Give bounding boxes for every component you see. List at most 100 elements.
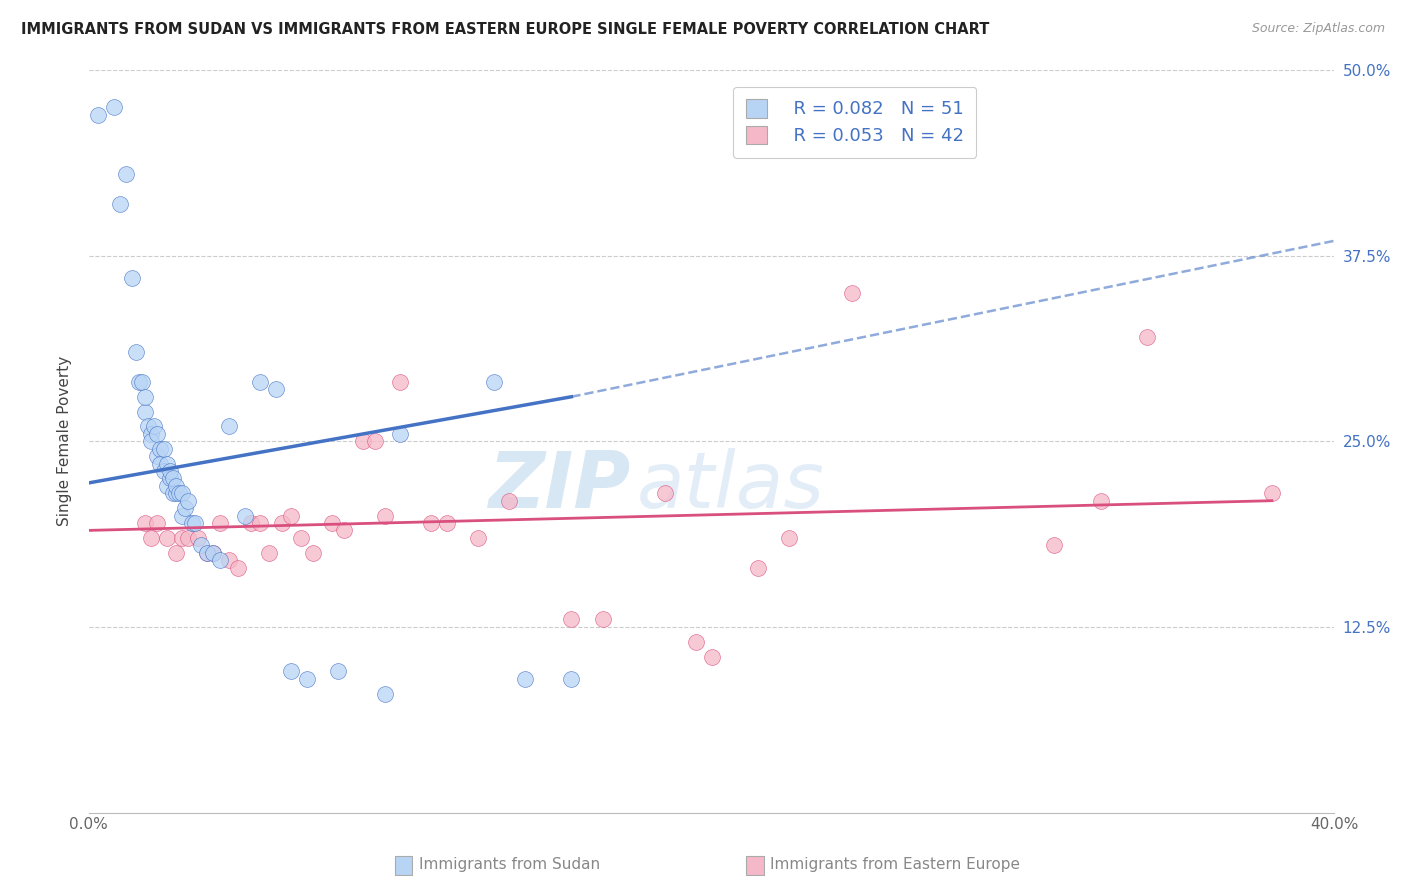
Point: [389, 375, 412, 389]
Point: [321, 516, 343, 530]
Point: [108, 196, 131, 211]
Point: [149, 442, 172, 456]
Point: [218, 419, 240, 434]
Point: [149, 457, 172, 471]
Point: [187, 531, 209, 545]
Point: [177, 531, 200, 545]
Point: [183, 516, 205, 530]
Point: [249, 375, 271, 389]
Point: [592, 613, 614, 627]
Point: [364, 434, 387, 449]
Point: [560, 672, 582, 686]
Point: [162, 471, 184, 485]
Point: [128, 375, 150, 389]
Point: [280, 508, 302, 523]
Point: [700, 649, 723, 664]
Point: [218, 553, 240, 567]
Point: [131, 375, 153, 389]
Point: [420, 516, 443, 530]
Point: [167, 486, 190, 500]
Point: [190, 538, 212, 552]
Point: [482, 375, 505, 389]
Point: [1136, 330, 1159, 344]
Point: [115, 167, 138, 181]
Point: [389, 426, 412, 441]
Point: [87, 107, 110, 121]
Point: [139, 531, 162, 545]
Point: [1261, 486, 1284, 500]
Point: [162, 486, 184, 500]
Point: [352, 434, 374, 449]
Point: [159, 464, 181, 478]
Point: [139, 434, 162, 449]
Text: Immigrants from Eastern Europe: Immigrants from Eastern Europe: [770, 857, 1021, 872]
Point: [226, 560, 249, 574]
Text: atlas: atlas: [637, 448, 825, 524]
Point: [202, 546, 225, 560]
Point: [560, 613, 582, 627]
Point: [654, 486, 676, 500]
Text: Source: ZipAtlas.com: Source: ZipAtlas.com: [1251, 22, 1385, 36]
Point: [156, 457, 179, 471]
Point: [124, 345, 146, 359]
Point: [103, 100, 125, 114]
Point: [208, 553, 231, 567]
Point: [239, 516, 262, 530]
Point: [498, 493, 520, 508]
Point: [177, 493, 200, 508]
Point: [302, 546, 325, 560]
Point: [259, 546, 281, 560]
Point: [264, 382, 287, 396]
Point: [134, 390, 156, 404]
Point: [195, 546, 218, 560]
Point: [202, 546, 225, 560]
Point: [513, 672, 536, 686]
Point: [165, 546, 187, 560]
Point: [1090, 493, 1112, 508]
Point: [374, 687, 396, 701]
Point: [333, 524, 356, 538]
Y-axis label: Single Female Poverty: Single Female Poverty: [58, 356, 72, 526]
Point: [152, 442, 174, 456]
Point: [374, 508, 396, 523]
Point: [165, 479, 187, 493]
Point: [233, 508, 256, 523]
Point: [841, 285, 863, 300]
Text: IMMIGRANTS FROM SUDAN VS IMMIGRANTS FROM EASTERN EUROPE SINGLE FEMALE POVERTY CO: IMMIGRANTS FROM SUDAN VS IMMIGRANTS FROM…: [21, 22, 990, 37]
Point: [159, 471, 181, 485]
Point: [172, 486, 194, 500]
Point: [134, 404, 156, 418]
Point: [139, 426, 162, 441]
Point: [270, 516, 292, 530]
Point: [290, 531, 312, 545]
Point: [156, 479, 179, 493]
Point: [249, 516, 271, 530]
Point: [156, 531, 179, 545]
Point: [165, 486, 187, 500]
Point: [685, 634, 707, 648]
Point: [136, 419, 159, 434]
Point: [436, 516, 458, 530]
Point: [1043, 538, 1066, 552]
Point: [174, 501, 197, 516]
Point: [778, 531, 800, 545]
Point: [280, 665, 302, 679]
Text: ZIP: ZIP: [488, 448, 630, 524]
Point: [747, 560, 769, 574]
Point: [208, 516, 231, 530]
Point: [180, 516, 202, 530]
Point: [172, 508, 194, 523]
Point: [295, 672, 318, 686]
Point: [146, 426, 169, 441]
Point: [146, 449, 169, 463]
Point: [134, 516, 156, 530]
Point: [152, 464, 174, 478]
Point: [146, 516, 169, 530]
Legend:   R = 0.082   N = 51,   R = 0.053   N = 42: R = 0.082 N = 51, R = 0.053 N = 42: [733, 87, 976, 158]
Point: [172, 531, 194, 545]
Point: [121, 271, 143, 285]
Text: Immigrants from Sudan: Immigrants from Sudan: [419, 857, 600, 872]
Point: [467, 531, 489, 545]
Point: [326, 665, 349, 679]
Point: [195, 546, 218, 560]
